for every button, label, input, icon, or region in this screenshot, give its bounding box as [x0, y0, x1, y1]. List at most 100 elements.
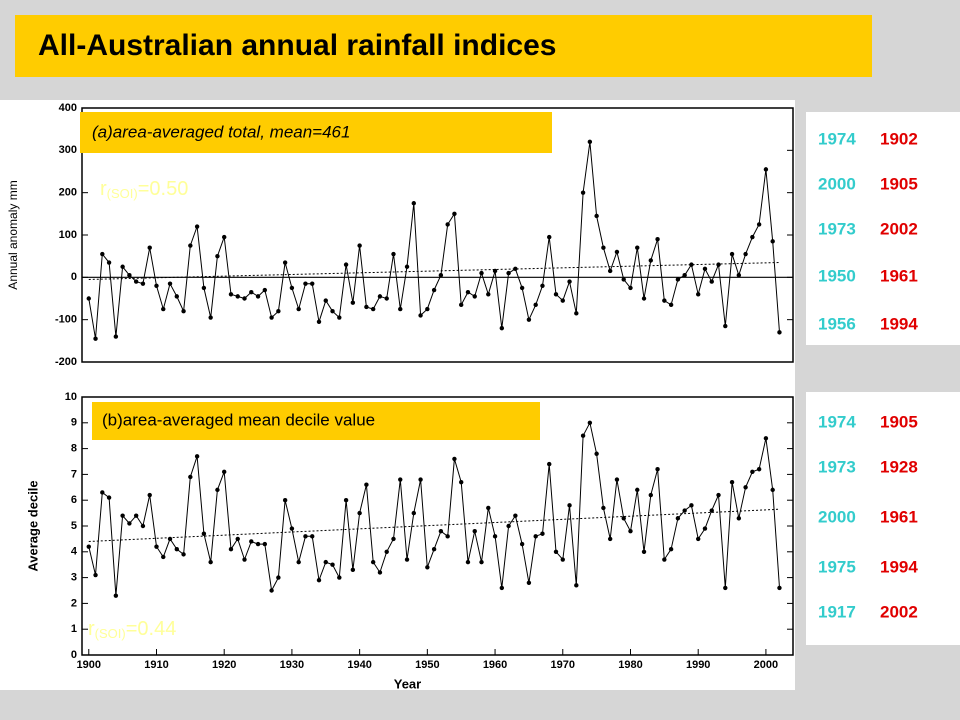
- ranking-year: 2002: [880, 219, 918, 238]
- x-tick-label: 1960: [483, 659, 507, 671]
- data-point: [276, 575, 281, 580]
- data-point: [357, 243, 362, 248]
- title-box: [15, 15, 872, 77]
- data-point: [228, 292, 234, 297]
- data-point: [86, 544, 91, 549]
- data-point: [161, 554, 166, 560]
- x-tick-label: 1910: [144, 659, 168, 671]
- data-point: [533, 534, 538, 539]
- data-point: [93, 572, 98, 578]
- data-point: [249, 289, 254, 295]
- data-point: [289, 526, 295, 531]
- y-tick-label: 0: [71, 649, 77, 661]
- data-point: [364, 304, 369, 310]
- data-point: [519, 541, 525, 547]
- data-point: [777, 585, 782, 591]
- data-point: [560, 298, 565, 303]
- data-point: [763, 436, 769, 441]
- ranking-panel: [806, 112, 960, 345]
- data-point: [276, 309, 281, 314]
- annotation-sub: (SOI): [95, 626, 126, 641]
- data-point: [479, 270, 484, 276]
- data-point: [709, 508, 714, 513]
- data-point: [282, 260, 288, 265]
- data-point: [499, 325, 505, 331]
- data-point: [201, 531, 207, 536]
- data-point: [459, 479, 464, 485]
- data-point: [438, 528, 444, 534]
- data-point: [364, 482, 369, 487]
- data-point: [161, 306, 166, 312]
- data-point: [492, 268, 498, 274]
- ranking-year: 1917: [818, 602, 856, 621]
- data-point: [391, 536, 396, 542]
- data-point: [465, 289, 471, 295]
- data-point: [384, 549, 389, 554]
- data-point: [567, 503, 572, 508]
- data-point: [709, 279, 714, 284]
- data-point: [282, 498, 288, 503]
- data-point: [621, 516, 626, 521]
- x-tick-label: 1930: [280, 659, 304, 671]
- data-point: [370, 559, 376, 565]
- ranking-year: 1928: [880, 457, 918, 476]
- annotation-part: =0.50: [138, 178, 189, 200]
- data-point: [181, 309, 186, 314]
- ranking-year: 2000: [818, 507, 856, 526]
- data-point: [86, 296, 91, 301]
- data-point: [133, 513, 139, 518]
- data-point: [628, 285, 633, 291]
- data-point: [682, 508, 687, 513]
- y-tick-label: 10: [65, 391, 77, 403]
- data-point: [343, 262, 349, 267]
- ranking-year: 1956: [818, 314, 856, 333]
- data-point: [235, 536, 240, 542]
- x-tick-label: 1980: [618, 659, 642, 671]
- y-tick-label: -200: [55, 356, 77, 368]
- y-tick-label: 200: [59, 187, 77, 199]
- data-point: [513, 513, 518, 518]
- ranking-year: 1973: [818, 457, 856, 476]
- data-point: [445, 534, 450, 539]
- data-point: [770, 239, 775, 244]
- data-point: [594, 213, 599, 219]
- data-point: [574, 311, 579, 316]
- data-point: [100, 490, 105, 495]
- annotation-part: r: [100, 178, 107, 200]
- data-point: [729, 251, 735, 257]
- x-tick-label: 1920: [212, 659, 236, 671]
- data-point: [526, 580, 532, 585]
- data-point: [519, 285, 525, 291]
- data-point: [628, 528, 633, 534]
- data-point: [506, 523, 511, 529]
- data-point: [194, 224, 200, 229]
- data-point: [208, 315, 213, 320]
- data-point: [181, 552, 186, 557]
- x-tick-label: 1900: [77, 659, 101, 671]
- ranking-year: 1905: [880, 174, 918, 193]
- data-point: [614, 249, 620, 255]
- data-point: [553, 292, 559, 297]
- data-point: [310, 281, 315, 286]
- data-point: [641, 549, 647, 554]
- data-point: [723, 323, 728, 329]
- data-point: [513, 266, 518, 272]
- data-point: [601, 505, 606, 511]
- panel-label: (b)area-averaged mean decile value: [102, 410, 375, 429]
- data-point: [310, 534, 315, 539]
- data-point: [140, 281, 146, 286]
- data-point: [716, 492, 721, 498]
- data-point: [472, 294, 477, 299]
- data-point: [431, 287, 437, 293]
- ranking-year: 1975: [818, 557, 856, 576]
- x-tick-label: 1950: [415, 659, 439, 671]
- y-tick-label: 3: [71, 572, 77, 584]
- data-point: [702, 526, 708, 531]
- ranking-year: 1905: [880, 412, 918, 431]
- data-point: [526, 317, 532, 322]
- y-tick-label: 6: [71, 494, 77, 506]
- data-point: [391, 251, 396, 257]
- y-axis-label: Annual anomaly mm: [6, 180, 20, 289]
- data-point: [499, 585, 505, 591]
